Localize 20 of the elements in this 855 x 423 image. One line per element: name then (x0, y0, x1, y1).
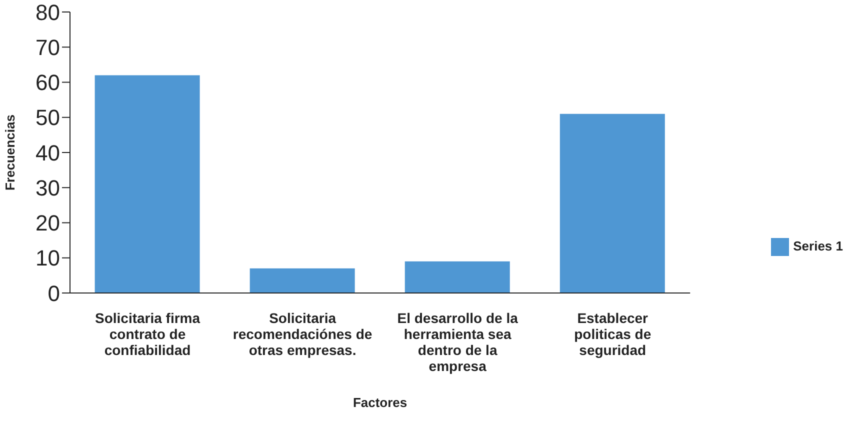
y-tick-label: 60 (36, 70, 60, 96)
y-axis-title: Frecuencias (2, 114, 18, 190)
x-tick-label: Solicitaria recomendaciónes de otras empresas. (232, 310, 372, 358)
y-tick-label: 70 (36, 34, 60, 60)
y-tick-label: 10 (36, 246, 60, 271)
y-tick-label: 50 (36, 105, 60, 130)
bar (94, 75, 200, 293)
bar (560, 114, 665, 293)
legend-label: Series 1 (793, 238, 843, 254)
x-tick-label: Solicitaria firma contrato de confiabilidad (94, 310, 200, 358)
y-tick-label: 20 (36, 210, 60, 236)
y-tick-label: 80 (36, 0, 60, 25)
x-tick-label: El desarrollo de la herramienta sea dentro de la empresa (397, 310, 518, 374)
x-tick-label: Establecer politicas de seguridad (574, 310, 652, 358)
y-tick-label: 0 (48, 280, 60, 306)
bar (404, 261, 510, 293)
x-axis-title: Factores (352, 395, 408, 410)
y-tick-label: 40 (36, 140, 60, 166)
y-tick-label: 30 (36, 175, 60, 200)
bar (250, 268, 355, 293)
